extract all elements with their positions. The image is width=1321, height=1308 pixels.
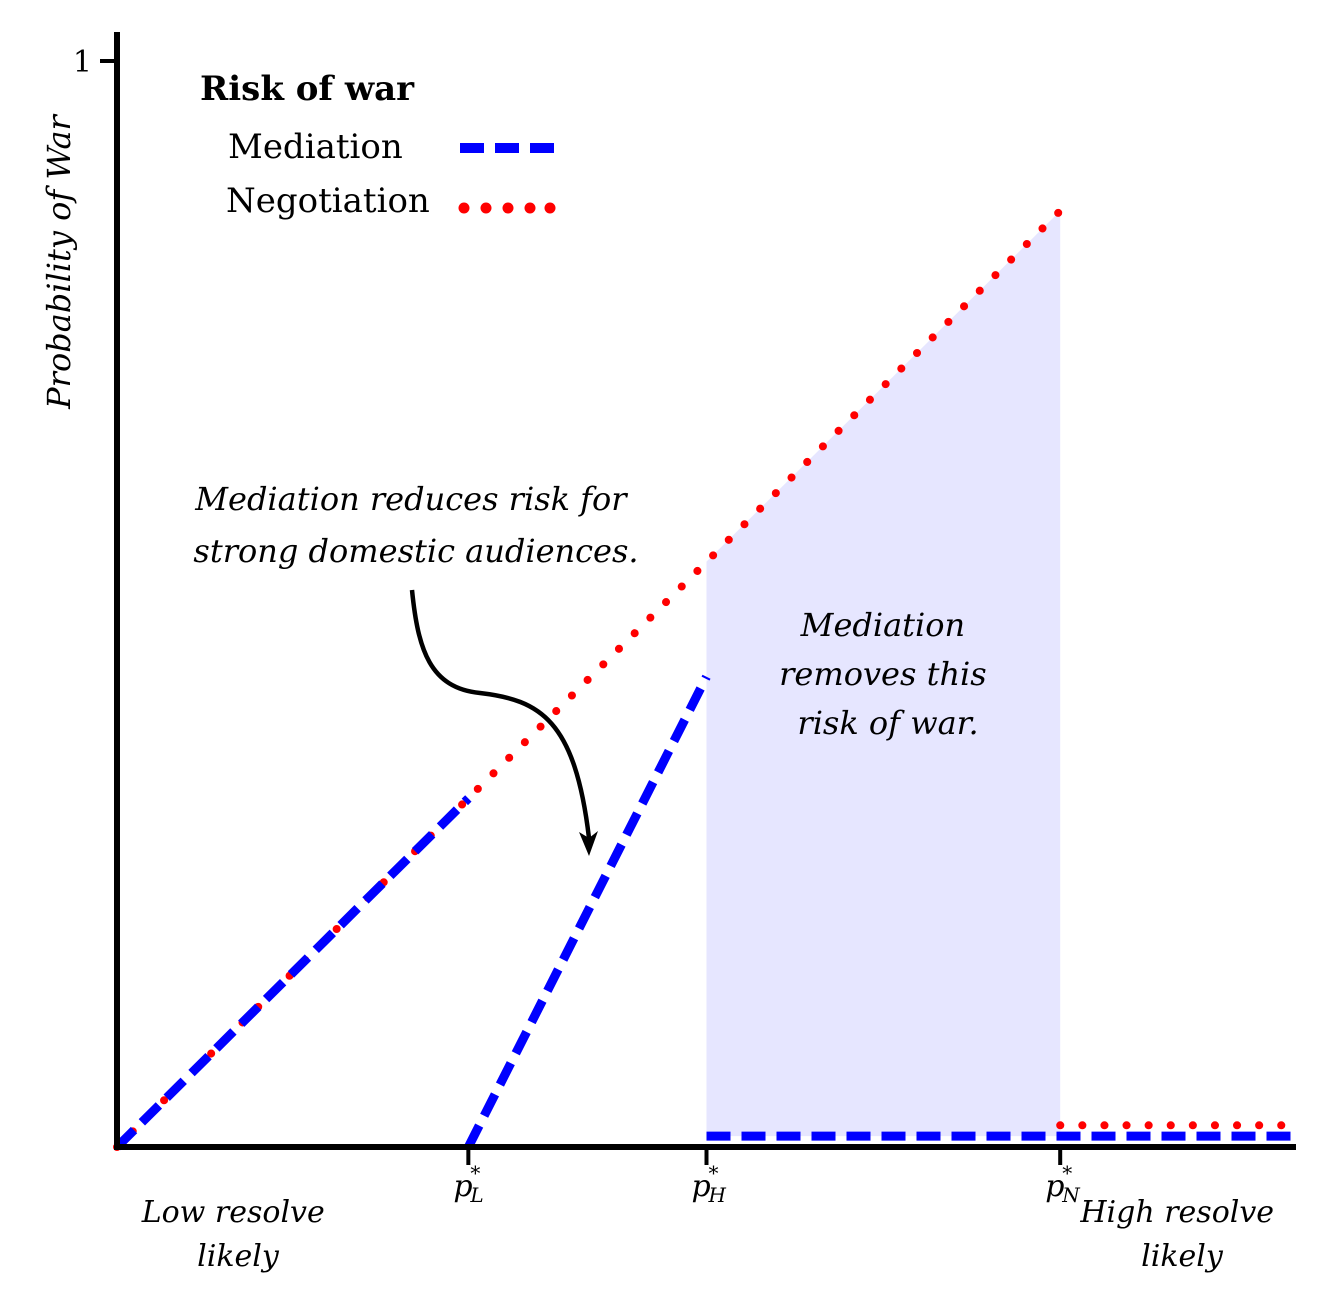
- x-tick-label-pN: p* N: [1045, 1161, 1081, 1207]
- legend-dot-1: [480, 202, 492, 214]
- x-tick-label-pH-base: p: [692, 1169, 711, 1204]
- x-right-end-label: High resolve likely: [1079, 1195, 1283, 1274]
- legend-label-mediation: Mediation: [228, 127, 403, 167]
- x-tick-label-pL-sup: *: [470, 1161, 480, 1185]
- x-tick-label-pL: p* L: [453, 1161, 483, 1207]
- legend-title: Risk of war: [200, 69, 415, 109]
- x-right-end-line1: High resolve: [1079, 1195, 1274, 1230]
- annotation-removes-line1: Mediation: [800, 606, 965, 644]
- annotation-removes-line2: removes this: [779, 655, 987, 693]
- x-tick-label-pN-sub: N: [1061, 1183, 1081, 1207]
- x-tick-label-pL-sub: L: [469, 1183, 483, 1207]
- y-axis-label: Probability of War: [40, 113, 78, 409]
- x-left-end-line1: Low resolve: [141, 1195, 325, 1230]
- x-tick-label-pH-sub: H: [708, 1183, 727, 1207]
- x-right-end-line2: likely: [1141, 1239, 1224, 1274]
- shaded-region: [706, 210, 1061, 1137]
- annotation-reduces-line1: Mediation reduces risk for: [194, 480, 628, 518]
- y-tick-label-1: 1: [73, 45, 92, 80]
- annotation-mediation-reduces: Mediation reduces risk for strong domest…: [193, 480, 638, 570]
- legend-dot-0: [458, 202, 470, 214]
- series-layer: [113, 206, 1300, 1151]
- legend-dot-4: [544, 202, 556, 214]
- legend-label-negotiation: Negotiation: [226, 181, 430, 221]
- x-tick-label-pH: p* H: [692, 1161, 727, 1207]
- x-tick-label-pN-base: p: [1045, 1169, 1064, 1204]
- x-tick-label-pH-sup: *: [709, 1161, 719, 1185]
- annotation-arrowhead: [579, 831, 598, 856]
- annotation-mediation-removes: Mediation removes this risk of war.: [779, 606, 997, 742]
- annotation-reduces-line2: strong domestic audiences.: [193, 532, 638, 570]
- x-left-end-line2: likely: [197, 1239, 280, 1274]
- series-mediation-segment-0: [113, 795, 472, 1151]
- shaded-region-layer: [706, 210, 1061, 1137]
- legend-dot-2: [502, 202, 514, 214]
- legend-swatch-negotiation: [458, 202, 556, 214]
- series-mediation-segment-1: [464, 674, 711, 1150]
- x-tick-label-pN-sup: *: [1062, 1161, 1072, 1185]
- annotation-arrow: [409, 589, 592, 839]
- legend-dot-3: [524, 202, 536, 214]
- x-left-end-label: Low resolve likely: [141, 1195, 335, 1274]
- x-tick-label-pL-base: p: [453, 1169, 472, 1204]
- legend: Risk of war Mediation Negotiation: [200, 69, 556, 221]
- annotation-removes-line3: risk of war.: [797, 704, 978, 742]
